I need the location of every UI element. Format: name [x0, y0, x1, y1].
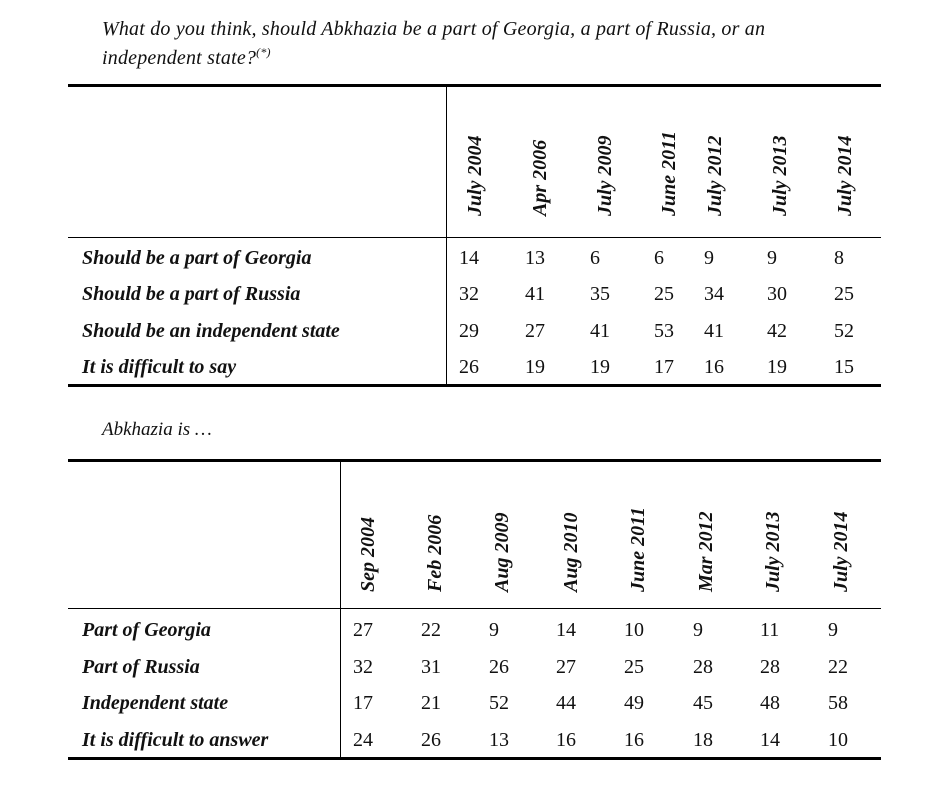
table1-col-header: June 2011 — [658, 130, 680, 216]
table1-col-header: July 2009 — [594, 135, 616, 216]
table1-question: What do you think, should Abkhazia be a … — [102, 18, 862, 70]
table2-cell: 27 — [556, 656, 576, 678]
table1-cell: 27 — [525, 320, 545, 342]
table1-cell: 26 — [459, 356, 479, 378]
table2-cell: 52 — [489, 692, 509, 714]
table2-row-label: It is difficult to answer — [82, 729, 269, 751]
table2-cell: 16 — [624, 729, 644, 751]
table2-bottom-rule — [68, 757, 881, 760]
table1-cell: 15 — [834, 356, 854, 378]
table1-cell: 52 — [834, 320, 854, 342]
table1-col-header: July 2013 — [769, 135, 791, 216]
table2-divider — [340, 461, 341, 758]
table2-cell: 26 — [421, 729, 441, 751]
table2-cell: 17 — [353, 692, 373, 714]
table2-cell: 9 — [489, 619, 499, 641]
table2-col-header: July 2014 — [830, 511, 852, 592]
table1-cell: 29 — [459, 320, 479, 342]
table2-cell: 16 — [556, 729, 576, 751]
table2-cell: 21 — [421, 692, 441, 714]
table2-cell: 10 — [624, 619, 644, 641]
table1-top-rule — [68, 84, 881, 87]
table2-cell: 18 — [693, 729, 713, 751]
table2-title: Abkhazia is … — [102, 419, 212, 440]
table2-header-rule — [68, 608, 881, 609]
table2-cell: 32 — [353, 656, 373, 678]
table1-cell: 34 — [704, 283, 724, 305]
table2-cell: 31 — [421, 656, 441, 678]
table2-cell: 44 — [556, 692, 576, 714]
table2-cell: 24 — [353, 729, 373, 751]
table1-cell: 35 — [590, 283, 610, 305]
table2-cell: 9 — [693, 619, 703, 641]
table1-cell: 41 — [525, 283, 545, 305]
table1-bottom-rule — [68, 384, 881, 387]
table1-cell: 19 — [767, 356, 787, 378]
table1-header-rule — [68, 237, 881, 238]
table1-cell: 41 — [704, 320, 724, 342]
table2-cell: 13 — [489, 729, 509, 751]
table1-col-header: July 2012 — [704, 135, 726, 216]
table1-cell: 19 — [525, 356, 545, 378]
table1-row-label: Should be a part of Russia — [82, 283, 301, 305]
table2-cell: 49 — [624, 692, 644, 714]
table2-cell: 48 — [760, 692, 780, 714]
table2-cell: 25 — [624, 656, 644, 678]
table2-row-label: Part of Georgia — [82, 619, 211, 641]
table2-col-header: Feb 2006 — [424, 514, 446, 592]
table2-cell: 14 — [760, 729, 780, 751]
table2-cell: 10 — [828, 729, 848, 751]
table1-cell: 9 — [704, 247, 714, 269]
table1-cell: 6 — [590, 247, 600, 269]
table2-col-header: Mar 2012 — [695, 511, 717, 592]
table2-row-label: Part of Russia — [82, 656, 200, 678]
table1-cell: 41 — [590, 320, 610, 342]
table1-cell: 32 — [459, 283, 479, 305]
table1-cell: 25 — [834, 283, 854, 305]
table2-cell: 11 — [760, 619, 780, 641]
table1-cell: 25 — [654, 283, 674, 305]
table2-col-header: Aug 2010 — [560, 512, 582, 592]
table1-cell: 9 — [767, 247, 777, 269]
table2-row-label: Independent state — [82, 692, 229, 714]
footnote-mark: (*) — [256, 45, 271, 59]
table2-col-header: June 2011 — [627, 506, 649, 592]
table2-col-header: Aug 2009 — [491, 512, 513, 592]
table2-cell: 45 — [693, 692, 713, 714]
table2-cell: 28 — [760, 656, 780, 678]
table2-cell: 22 — [421, 619, 441, 641]
table1-row-label: Should be an independent state — [82, 320, 340, 342]
table1-cell: 30 — [767, 283, 787, 305]
table2-top-rule — [68, 459, 881, 462]
table2-cell: 27 — [353, 619, 373, 641]
table2-cell: 28 — [693, 656, 713, 678]
table1-col-header: July 2004 — [464, 135, 486, 216]
table1-cell: 14 — [459, 247, 479, 269]
table2-cell: 26 — [489, 656, 509, 678]
table1-col-header: July 2014 — [834, 135, 856, 216]
table1-cell: 16 — [704, 356, 724, 378]
table1-row-label: It is difficult to say — [82, 356, 237, 378]
table2-cell: 9 — [828, 619, 838, 641]
table1-cell: 42 — [767, 320, 787, 342]
table2-cell: 14 — [556, 619, 576, 641]
table1-question-text: What do you think, should Abkhazia be a … — [102, 18, 766, 69]
table1-cell: 6 — [654, 247, 664, 269]
table2-col-header: July 2013 — [762, 511, 784, 592]
table1-cell: 17 — [654, 356, 674, 378]
table1-cell: 13 — [525, 247, 545, 269]
table1-cell: 19 — [590, 356, 610, 378]
table1-col-header: Apr 2006 — [529, 139, 551, 216]
table1-divider — [446, 86, 447, 385]
table1-row-label: Should be a part of Georgia — [82, 247, 312, 269]
table2-col-header: Sep 2004 — [357, 517, 379, 592]
table1-cell: 8 — [834, 247, 844, 269]
table1-cell: 53 — [654, 320, 674, 342]
table2-cell: 22 — [828, 656, 848, 678]
table2-cell: 58 — [828, 692, 848, 714]
